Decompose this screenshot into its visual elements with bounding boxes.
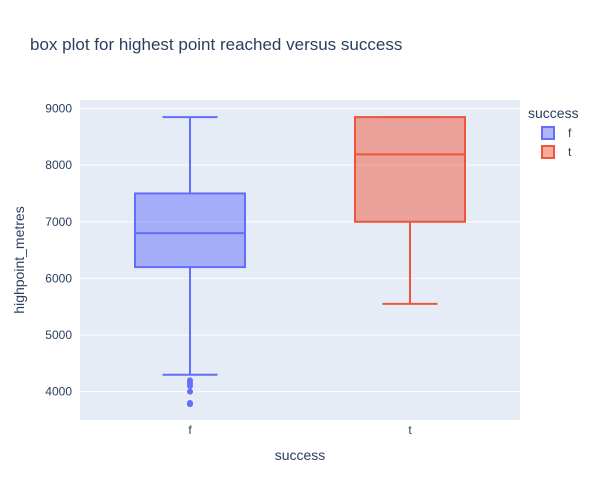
box-f xyxy=(134,116,246,408)
y-axis-title: highpoint_metres xyxy=(11,206,27,313)
outlier-point-f-2 xyxy=(187,383,193,390)
iqr-box-t xyxy=(354,116,466,223)
legend-swatch-t xyxy=(541,145,555,159)
box-t xyxy=(354,116,466,305)
legend-label-f: f xyxy=(568,126,572,140)
x-tick-label-f: f xyxy=(188,423,192,437)
x-tick-label-t: t xyxy=(408,423,412,437)
y-tick-label-5000: 5000 xyxy=(45,328,72,342)
legend-label-t: t xyxy=(568,145,572,159)
outlier-point-f-3 xyxy=(187,388,193,395)
y-tick-label-7000: 7000 xyxy=(45,215,72,229)
iqr-box-f xyxy=(134,192,246,269)
y-tick-label-6000: 6000 xyxy=(45,271,72,285)
outlier-point-f-5 xyxy=(187,401,193,408)
chart-title: box plot for highest point reached versu… xyxy=(30,35,402,54)
y-tick-label-9000: 9000 xyxy=(45,101,72,115)
legend: success ft xyxy=(528,105,579,159)
y-axis-ticks: 4000 5000 6000 7000 8000 9000 xyxy=(45,101,72,398)
y-tick-label-8000: 8000 xyxy=(45,158,72,172)
legend-title: success xyxy=(528,105,579,121)
boxes xyxy=(134,116,466,408)
legend-swatch-f xyxy=(541,126,555,140)
x-axis-title: success xyxy=(275,447,326,463)
y-tick-label-4000: 4000 xyxy=(45,385,72,399)
